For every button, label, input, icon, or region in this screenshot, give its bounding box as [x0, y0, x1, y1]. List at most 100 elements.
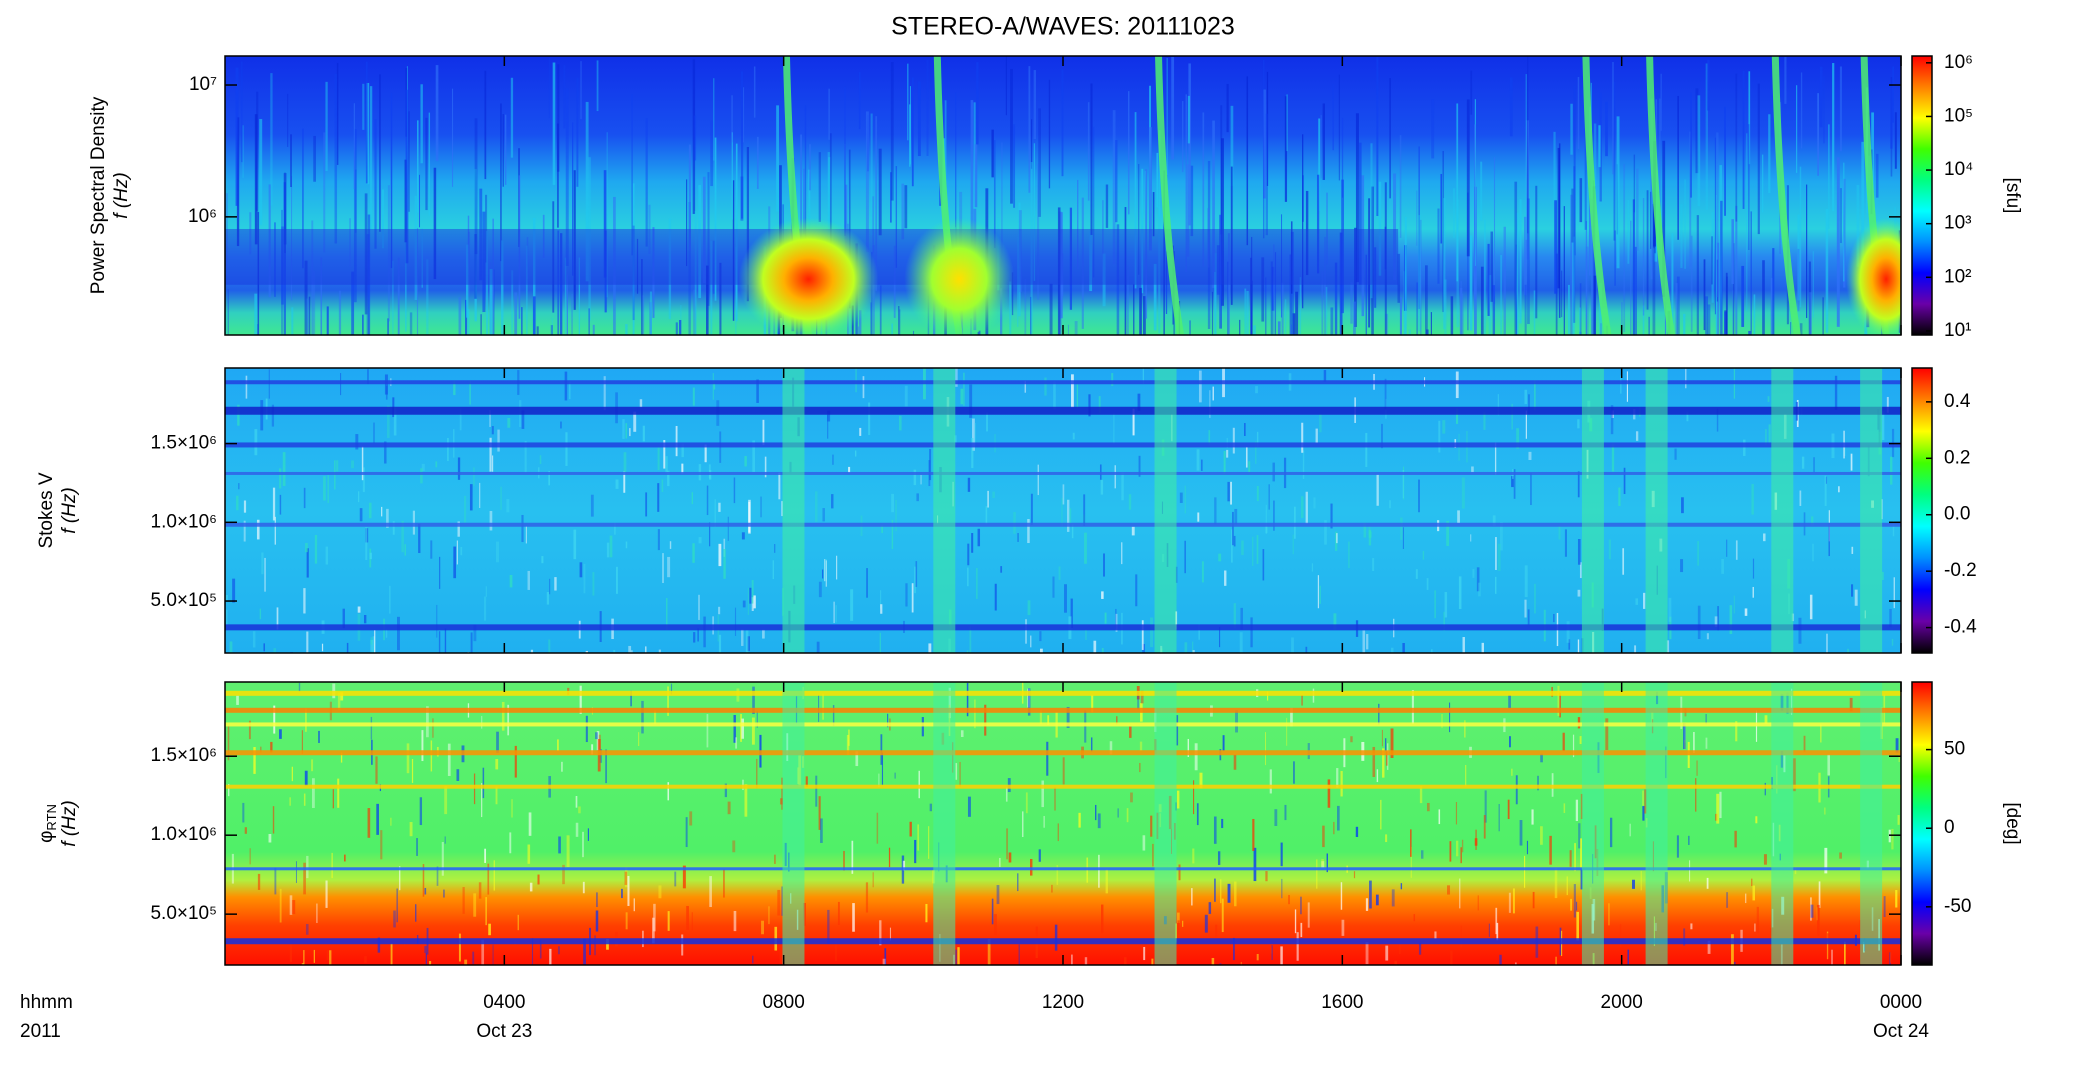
texture	[228, 784, 230, 797]
texture	[1381, 423, 1383, 449]
texture	[1117, 808, 1119, 818]
texture	[1434, 931, 1437, 939]
texture	[501, 701, 505, 731]
texture	[253, 747, 256, 774]
texture	[865, 111, 869, 252]
texture	[1054, 924, 1058, 951]
texture	[1524, 565, 1528, 598]
texture	[416, 120, 419, 213]
texture	[416, 838, 418, 856]
texture	[227, 726, 230, 761]
texture	[1770, 277, 1773, 335]
texture	[1570, 194, 1573, 335]
texture	[302, 128, 304, 269]
texture	[1449, 841, 1452, 862]
texture	[1629, 823, 1631, 837]
texture	[850, 589, 854, 621]
texture	[564, 257, 567, 335]
texture	[1534, 583, 1536, 614]
texture	[1470, 70, 1473, 115]
texture	[1131, 526, 1135, 536]
texture	[418, 174, 421, 228]
texture	[1044, 377, 1047, 396]
texture	[1219, 627, 1221, 648]
band	[225, 938, 1901, 945]
texture	[243, 520, 246, 542]
texture	[1540, 753, 1543, 763]
texture	[1000, 566, 1003, 573]
texture	[1623, 467, 1626, 494]
texture	[1784, 57, 1787, 104]
texture	[1496, 922, 1499, 941]
texture	[1895, 890, 1898, 908]
texture	[425, 117, 428, 211]
texture	[1315, 428, 1318, 444]
texture	[585, 101, 589, 282]
texture	[669, 541, 672, 549]
texture	[1337, 805, 1340, 831]
texture	[478, 882, 482, 899]
texture	[1822, 297, 1824, 335]
texture	[649, 301, 652, 335]
texture	[985, 506, 988, 525]
texture	[1754, 923, 1756, 932]
texture	[921, 717, 924, 737]
colorbar-tick-label: 0.0	[1944, 504, 1970, 525]
texture	[905, 583, 908, 607]
texture	[1368, 526, 1371, 535]
texture	[848, 466, 851, 473]
texture	[1599, 92, 1602, 202]
texture	[1194, 743, 1198, 771]
texture	[1184, 642, 1188, 653]
x-tick-label: 0800	[763, 992, 805, 1013]
texture	[657, 529, 660, 551]
texture	[351, 460, 355, 469]
texture	[1447, 885, 1451, 895]
texture	[1319, 414, 1322, 433]
texture	[313, 949, 315, 963]
texture	[1222, 735, 1225, 751]
texture	[1461, 293, 1464, 335]
texture	[1652, 203, 1656, 335]
texture	[541, 556, 544, 564]
texture	[1683, 928, 1686, 946]
texture	[554, 577, 557, 591]
texture	[1568, 639, 1571, 650]
texture	[991, 129, 994, 178]
texture	[1253, 325, 1256, 335]
texture	[1256, 431, 1259, 448]
burst	[1582, 56, 1612, 335]
texture	[1188, 63, 1191, 226]
texture	[444, 628, 447, 653]
band	[225, 690, 1901, 696]
texture	[1031, 119, 1033, 169]
texture	[1480, 266, 1484, 335]
texture	[1455, 408, 1459, 424]
texture	[1636, 168, 1639, 251]
texture	[1731, 219, 1734, 284]
texture	[564, 371, 568, 401]
texture	[623, 471, 626, 493]
texture	[718, 634, 722, 653]
texture	[575, 795, 578, 808]
texture	[1263, 89, 1266, 199]
texture	[1494, 442, 1497, 475]
texture	[914, 839, 917, 864]
texture	[1711, 236, 1713, 285]
texture	[1139, 741, 1143, 751]
texture	[1066, 499, 1070, 532]
texture	[1376, 57, 1379, 217]
texture	[641, 700, 644, 734]
texture	[1049, 283, 1053, 335]
texture	[511, 270, 514, 335]
texture	[828, 88, 830, 140]
texture	[408, 111, 410, 212]
texture	[820, 818, 823, 843]
texture	[1455, 802, 1458, 825]
texture	[1442, 150, 1444, 313]
texture	[1799, 323, 1803, 335]
texture	[960, 730, 964, 737]
texture	[960, 388, 964, 405]
texture	[1182, 920, 1184, 927]
texture	[1062, 757, 1065, 785]
